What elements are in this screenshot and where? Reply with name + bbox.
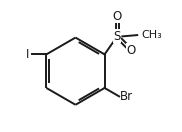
Text: CH₃: CH₃ bbox=[142, 30, 163, 40]
Text: S: S bbox=[114, 30, 121, 43]
Text: O: O bbox=[112, 10, 122, 23]
Text: Br: Br bbox=[120, 90, 133, 103]
Text: I: I bbox=[26, 48, 29, 61]
Text: O: O bbox=[127, 44, 136, 57]
